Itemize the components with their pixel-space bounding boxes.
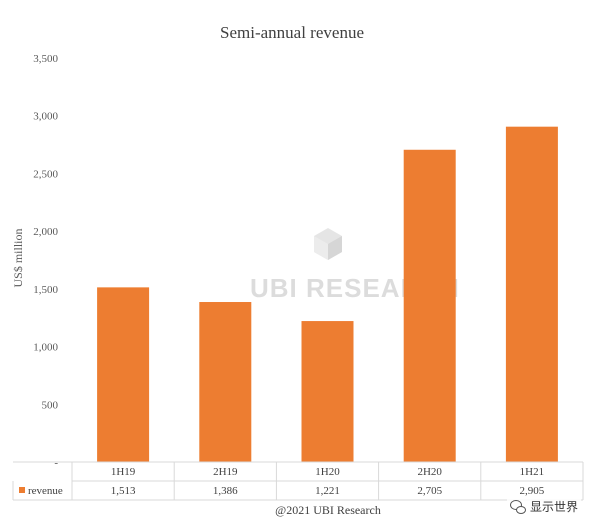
legend-key-revenue	[19, 487, 25, 493]
data-label: 1,513	[111, 485, 136, 497]
wechat-account-name: 显示世界	[529, 500, 578, 514]
x-category-label: 1H20	[315, 466, 340, 478]
wechat-watermark: 显示世界	[506, 497, 581, 516]
data-label: 2,905	[520, 485, 545, 497]
legend-label-revenue: revenue	[28, 485, 63, 497]
y-tick-label: 500	[42, 399, 59, 411]
y-tick-label: 1,500	[33, 284, 58, 296]
x-category-label: 1H19	[111, 466, 136, 478]
bar-2h19	[199, 302, 252, 462]
wechat-icon	[509, 499, 526, 514]
y-tick-label: -	[54, 457, 58, 469]
y-axis-ticks: - 500 1,000 1,500 2,000 2,500 3,000 3,500	[33, 53, 58, 469]
y-tick-label: 3,000	[33, 111, 58, 123]
data-label: 1,386	[213, 485, 238, 497]
chart-title: Semi-annual revenue	[220, 23, 364, 42]
y-tick-label: 2,500	[33, 168, 58, 180]
y-tick-label: 2,000	[33, 226, 58, 238]
copyright-footer: @2021 UBI Research	[275, 503, 381, 517]
x-category-label: 2H19	[213, 466, 238, 478]
data-label: 2,705	[417, 485, 442, 497]
y-tick-label: 1,000	[33, 342, 58, 354]
y-axis-label: US$ million	[11, 228, 25, 287]
data-label: 1,221	[315, 485, 340, 497]
x-category-label: 1H21	[520, 466, 544, 478]
watermark-cube-icon	[314, 228, 342, 260]
bar-1h21	[505, 126, 558, 463]
x-category-label: 2H20	[417, 466, 442, 478]
data-table: revenue 1H19 1,513 2H19 1,386 1H20 1,221 2H20 2,…	[12, 461, 584, 501]
bar-1h19	[97, 287, 150, 462]
bar-2h20	[403, 149, 456, 462]
bar-1h20	[301, 321, 354, 462]
bars	[97, 126, 558, 463]
y-tick-label: 3,500	[33, 53, 58, 65]
